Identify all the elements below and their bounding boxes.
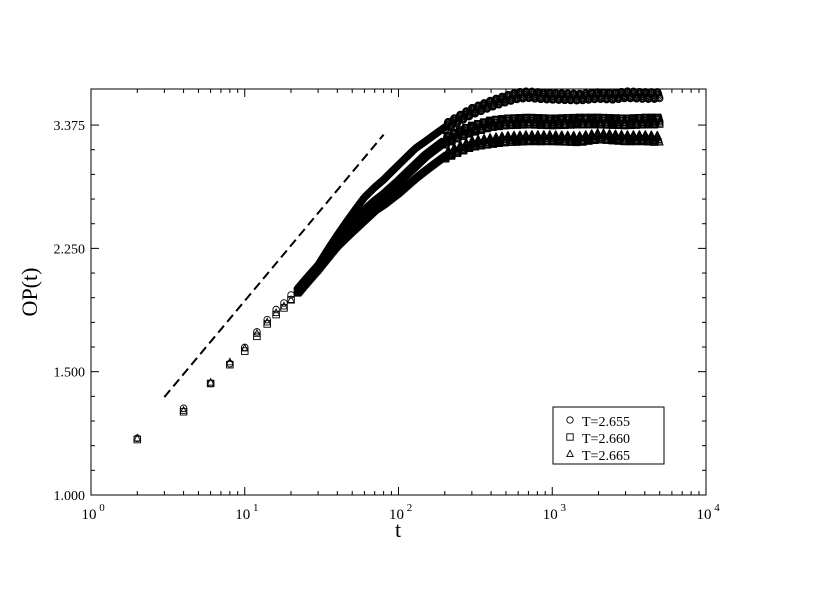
data-point [272,305,280,314]
legend-marker [566,449,574,458]
data-point [133,435,142,444]
data-point [206,379,215,388]
x-tick-label: 10 [389,507,404,523]
data-point [179,405,188,414]
legend: T=2.655 T=2.660 T=2.665 [552,406,665,465]
reference-line [163,134,385,398]
data-point [655,137,664,146]
x-tick-exponent: 1 [253,502,259,514]
legend-marker [566,433,574,441]
data-point [225,357,234,366]
data-point [206,377,215,386]
reference-dashed-line [163,134,385,398]
legend-label: T=2.665 [582,449,630,464]
data-point [287,294,296,303]
x-tick-label: 10 [543,507,558,523]
data-point [133,433,142,442]
x-tick-exponent: 2 [407,502,413,514]
y-tick-label: 1.500 [54,366,86,381]
y-tick-label: 1.000 [54,489,86,504]
legend-label: T=2.660 [582,432,630,447]
data-point [655,94,664,103]
x-tick-label: 10 [235,507,250,523]
x-axis-label: t [395,517,401,542]
legend-label: T=2.655 [582,415,630,430]
data-point [252,328,261,337]
y-axis-label: OP(t) [17,268,42,317]
data-point [280,304,288,312]
data-point [655,120,664,128]
x-tick-exponent: 3 [561,502,567,514]
data-point [263,317,272,326]
data-point [279,301,289,310]
legend-marker [566,416,574,424]
x-tick-label: 10 [82,507,97,523]
data-point [253,328,261,336]
x-tick-exponent: 4 [714,502,720,514]
data-point [179,407,188,416]
y-tick-label: 2.250 [54,242,86,257]
data-point [263,315,271,324]
legend-box [552,406,665,465]
data-point [240,343,249,352]
data-point [272,307,281,317]
x-tick-exponent: 0 [99,502,105,514]
y-tick-label: 3.375 [54,119,86,134]
x-tick-label: 10 [697,507,712,523]
data-markers [133,87,664,444]
data-point [272,310,280,319]
